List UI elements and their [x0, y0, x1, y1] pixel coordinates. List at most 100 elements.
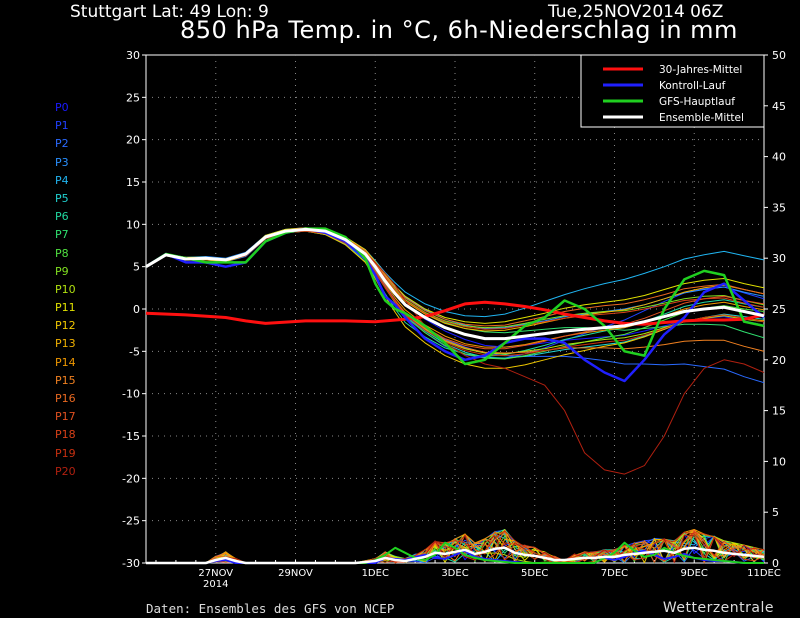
right-tick-label: 5 [772, 506, 779, 519]
x-tick-label: 11DEC [747, 568, 781, 579]
member-label-17: P17 [55, 410, 76, 424]
x-tick-label: 3DEC [441, 568, 468, 579]
legend-box [580, 54, 765, 128]
member-label-4: P4 [55, 173, 69, 187]
series-line-ensemble-mittel [145, 227, 765, 341]
member-line-5 [145, 228, 765, 359]
member-label-1: P1 [55, 119, 69, 133]
precip-member-line [146, 533, 765, 564]
x-tick-label: 27NOV [198, 568, 233, 579]
left-tick-label: -15 [122, 430, 140, 443]
left-tick-label: 15 [126, 176, 140, 189]
member-line-8 [145, 229, 765, 360]
precip-member-line [146, 532, 765, 564]
precip-member-line [146, 529, 765, 564]
left-tick-label: -5 [129, 345, 140, 358]
right-tick-label: 10 [772, 455, 786, 468]
member-line-19 [145, 230, 765, 357]
right-tick-label: 40 [772, 151, 786, 164]
left-tick-label: -10 [122, 388, 140, 401]
precip-member-line [146, 530, 765, 564]
right-tick-label: 45 [772, 100, 786, 113]
right-tick-label: 0 [772, 557, 779, 570]
precip-member-line [146, 531, 765, 564]
ensemble-member-list: P0 P1 P2 P3 P4 P5 P6 P7 P8 P9 P10 P11 P12 P13 P14 P15 P1… [55, 99, 76, 481]
member-label-10: P10 [55, 282, 76, 296]
member-label-8: P8 [55, 246, 69, 260]
precip-mean-line [146, 546, 765, 565]
run-date-label: Tue,25NOV2014 06Z [548, 2, 724, 22]
left-tick-label: 5 [133, 261, 140, 274]
member-line-11 [145, 227, 765, 324]
left-tick-label: 25 [126, 91, 140, 104]
member-line-7 [145, 228, 765, 339]
right-tick-label: 25 [772, 303, 786, 316]
member-label-20: P20 [55, 464, 76, 478]
precip-member-line [146, 529, 765, 564]
member-label-14: P14 [55, 355, 76, 369]
member-line-16 [145, 227, 765, 327]
member-line-14 [145, 228, 765, 348]
series-line--jahres-mittel [145, 300, 765, 326]
member-label-3: P3 [55, 155, 69, 169]
member-line-13 [145, 228, 765, 332]
member-line-6 [145, 230, 765, 357]
member-line-4 [145, 228, 765, 318]
precip-member-line [146, 533, 765, 564]
precip-member-line [146, 530, 765, 564]
x-tick-label: 9DEC [681, 568, 708, 579]
right-tick-label: 30 [772, 252, 786, 265]
x-tick-label: 1DEC [362, 568, 389, 579]
precip-member-line [146, 529, 765, 564]
precip-member-line [146, 529, 765, 564]
left-tick-label: 10 [126, 218, 140, 231]
member-label-15: P15 [55, 373, 76, 387]
legend-label: 30-Jahres-Mittel [659, 64, 742, 76]
member-line-20 [145, 228, 765, 475]
left-tick-label: 20 [126, 134, 140, 147]
member-line-3 [145, 227, 765, 329]
member-label-5: P5 [55, 191, 69, 205]
series-line-kontroll-lauf [145, 227, 765, 383]
x-tick-label: 7DEC [601, 568, 628, 579]
member-line-10 [145, 229, 765, 355]
member-line-12 [145, 230, 765, 369]
precip-member-line [146, 532, 765, 564]
member-label-7: P7 [55, 228, 69, 242]
left-tick-label: 30 [126, 49, 140, 62]
precip-member-line [146, 532, 765, 564]
precip-member-line [146, 534, 765, 564]
left-tick-label: -20 [122, 472, 140, 485]
precip-control-line [146, 549, 764, 564]
member-label-12: P12 [55, 319, 76, 333]
precip-member-line [146, 535, 765, 564]
member-line-2 [145, 230, 765, 384]
legend-label: Ensemble-Mittel [659, 112, 744, 124]
x-tick-label: 5DEC [521, 568, 548, 579]
chart-title: 850 hPa Temp. in °C, 6h-Niederschlag in … [180, 16, 738, 44]
location-label: Stuttgart Lat: 49 Lon: 9 [70, 2, 269, 22]
precip-member-line [146, 535, 765, 564]
x-tick-sublabel: 2014 [203, 579, 228, 590]
right-tick-label: 15 [772, 405, 786, 418]
precip-member-line [146, 529, 765, 564]
precip-member-line [146, 529, 765, 564]
left-tick-label: -30 [122, 557, 140, 570]
precip-main-line [146, 541, 764, 564]
member-label-18: P18 [55, 428, 76, 442]
precip-member-line [146, 529, 765, 564]
member-line-17 [145, 229, 765, 350]
member-line-9 [145, 228, 765, 329]
right-tick-label: 20 [772, 354, 786, 367]
member-label-19: P19 [55, 446, 76, 460]
legend-label: Kontroll-Lauf [659, 80, 726, 92]
left-tick-label: -25 [122, 515, 140, 528]
member-label-11: P11 [55, 301, 76, 315]
member-label-9: P9 [55, 264, 69, 278]
precip-member-line [146, 533, 765, 564]
member-label-0: P0 [55, 101, 69, 114]
member-label-13: P13 [55, 337, 76, 351]
precip-member-line [146, 530, 765, 564]
right-tick-label: 35 [772, 201, 786, 214]
